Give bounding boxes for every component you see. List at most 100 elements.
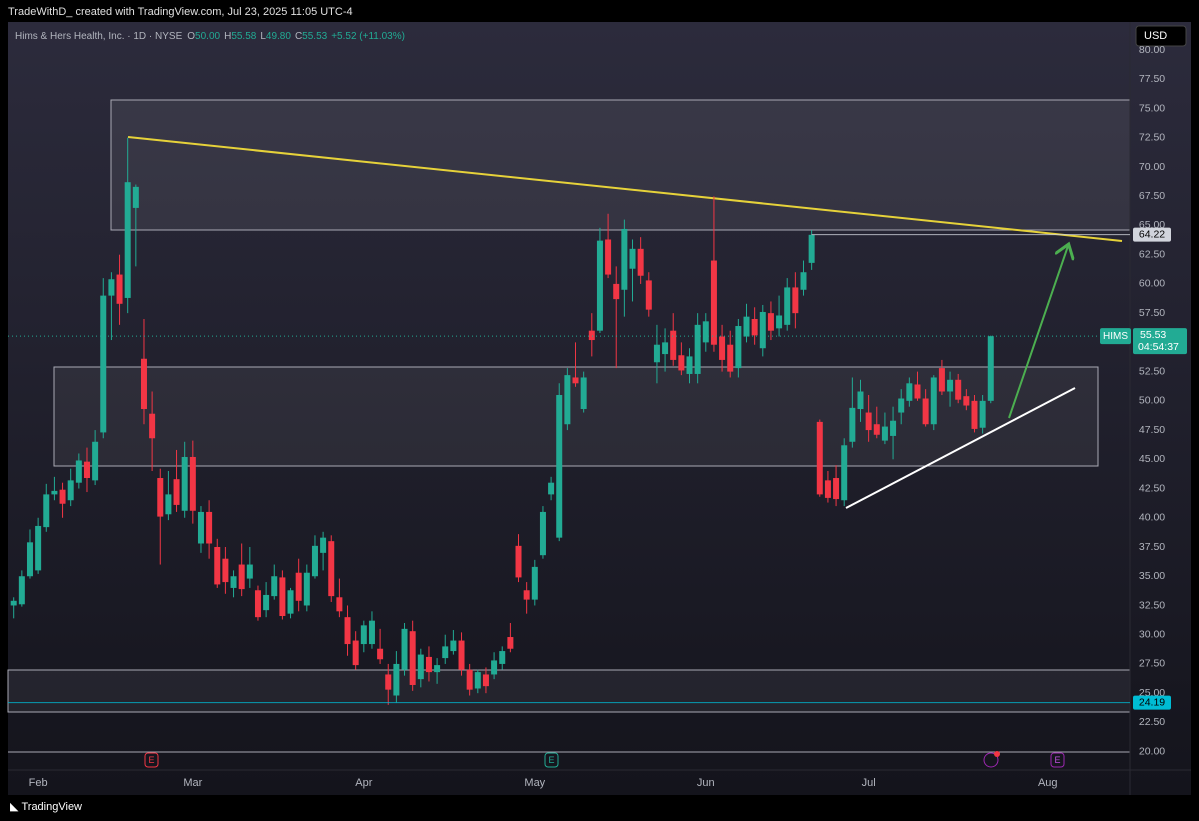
candle-body	[59, 489, 66, 504]
candle-body	[686, 356, 693, 374]
y-tick-label: 80.00	[1139, 44, 1165, 56]
trendline	[845, 387, 1076, 509]
candle-body	[417, 654, 424, 680]
o-key: O	[187, 31, 195, 42]
event-label[interactable]: E	[148, 755, 154, 765]
legend: Hims & Hers Health, Inc. · 1D · NYSE O50.…	[15, 31, 405, 42]
c-key: C	[295, 31, 302, 42]
candle-body	[743, 316, 750, 337]
candle-body	[873, 424, 880, 435]
candle-body	[588, 330, 595, 341]
candle-body	[662, 342, 669, 355]
x-tick-label: Jun	[697, 777, 715, 789]
candle-body	[637, 248, 644, 276]
candle-body	[474, 672, 481, 689]
candle-body	[759, 311, 766, 349]
change: +5.52 (+11.03%)	[331, 31, 405, 42]
currency-button[interactable]	[1135, 25, 1187, 47]
candle-body	[246, 564, 253, 579]
candle-body	[710, 260, 717, 345]
x-tick-label: Apr	[355, 777, 372, 789]
candle-body	[890, 420, 897, 436]
candle-body	[377, 648, 384, 660]
candle-body	[727, 344, 734, 372]
candle-body	[393, 663, 400, 696]
o: 50.00	[195, 31, 220, 42]
x-tick-label: Mar	[183, 777, 202, 789]
y-tick-label: 30.00	[1139, 628, 1165, 640]
event-marker[interactable]	[144, 752, 159, 768]
candle-body	[51, 490, 58, 495]
event-label[interactable]: E	[548, 755, 554, 765]
y-tick-label: 75.00	[1139, 102, 1165, 114]
price-label: 24.19	[1139, 696, 1165, 708]
last-price-box	[1133, 328, 1187, 355]
candle-body	[523, 590, 530, 600]
candle-body	[556, 395, 563, 538]
candle-body	[132, 186, 139, 208]
candle-body	[409, 631, 416, 685]
candle-body	[678, 355, 685, 371]
x-tick-label: Jul	[862, 777, 876, 789]
candle-body	[116, 274, 123, 304]
candle-body	[434, 665, 441, 673]
candle-body	[857, 391, 864, 410]
candle-body	[230, 576, 237, 588]
candle-body	[100, 295, 107, 433]
candle-body	[466, 669, 473, 690]
candle-body	[645, 280, 652, 310]
candle-body	[824, 480, 831, 498]
candle-body	[10, 600, 17, 606]
instrument: Hims & Hers Health, Inc. · 1D · NYSE	[15, 31, 183, 42]
y-tick-label: 77.50	[1139, 73, 1165, 85]
event-icon[interactable]	[983, 752, 999, 768]
candle-body	[124, 182, 131, 298]
candle-body	[295, 572, 302, 601]
event-label[interactable]: E	[1054, 755, 1060, 765]
candle-body	[898, 398, 905, 413]
candle-body	[800, 272, 807, 290]
candle-body	[83, 461, 90, 479]
candle-body	[320, 537, 327, 553]
y-tick-label: 20.00	[1139, 745, 1165, 757]
y-tick-label: 72.50	[1139, 132, 1165, 144]
candle-body	[735, 326, 742, 369]
y-tick-label: 52.50	[1139, 365, 1165, 377]
candle-body	[303, 572, 310, 606]
currency[interactable]: USD	[1144, 30, 1167, 42]
candle-body	[833, 478, 840, 500]
candle-body	[987, 336, 994, 401]
candle-body	[808, 234, 815, 263]
candle-body	[222, 558, 229, 583]
candle-body	[865, 412, 872, 431]
candle-body	[385, 674, 392, 690]
candle-body	[214, 547, 221, 585]
candle-body	[206, 511, 213, 544]
y-tick-label: 60.00	[1139, 278, 1165, 290]
candle-body	[816, 421, 823, 495]
candle-body	[254, 590, 261, 618]
zone	[7, 669, 1131, 713]
candle-body	[776, 315, 783, 329]
candle-body	[499, 651, 506, 664]
arrow	[1008, 246, 1068, 419]
event-marker[interactable]	[1050, 752, 1065, 768]
candle-body	[279, 577, 286, 616]
footer-text: TradingView	[21, 801, 82, 813]
candle-body	[368, 620, 375, 645]
candle-body	[792, 287, 799, 314]
candle-body	[35, 525, 42, 571]
candle-body	[108, 279, 115, 296]
candle-body	[564, 375, 571, 425]
x-tick-label: May	[524, 777, 545, 789]
event-marker[interactable]	[544, 752, 559, 768]
candle-body	[841, 445, 848, 501]
candle-body	[629, 248, 636, 269]
zone	[110, 99, 1131, 231]
candle-body	[189, 456, 196, 511]
candle-body	[165, 494, 172, 515]
y-tick-label: 45.00	[1139, 453, 1165, 465]
x-tick-label: Feb	[29, 777, 48, 789]
candle-body	[621, 228, 628, 290]
